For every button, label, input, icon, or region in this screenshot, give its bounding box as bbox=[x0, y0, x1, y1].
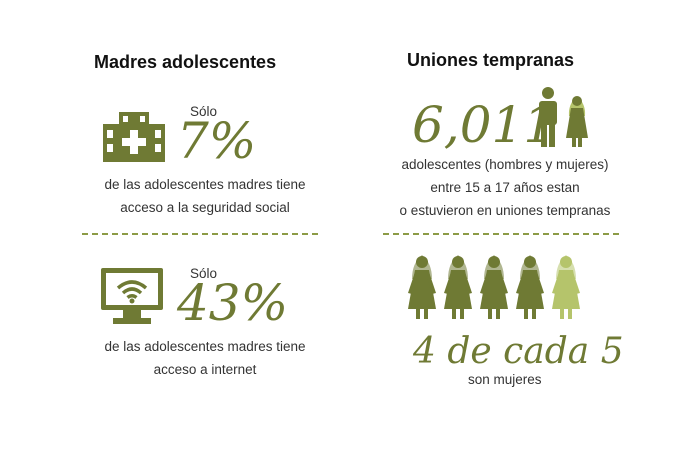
unions-value: 6,011 bbox=[412, 96, 556, 154]
stat2-line2: acceso a internet bbox=[153, 362, 257, 377]
woman-icon bbox=[480, 255, 508, 319]
woman-icon bbox=[552, 255, 580, 319]
stat2-line1: de las adolescentes madres tiene bbox=[104, 339, 306, 354]
right-heading: Uniones tempranas bbox=[407, 50, 575, 70]
stat1-line2: acceso a la seguridad social bbox=[120, 200, 290, 215]
woman-icon bbox=[444, 255, 472, 319]
left-heading: Madres adolescentes bbox=[94, 52, 277, 72]
stat2-description: de las adolescentes madres tiene acceso … bbox=[75, 335, 335, 381]
left-divider bbox=[82, 233, 318, 235]
women-caption: son mujeres bbox=[468, 372, 542, 387]
hospital-icon bbox=[103, 110, 165, 162]
unions-line3: o estuvieron en uniones tempranas bbox=[399, 203, 611, 218]
women-icons bbox=[406, 253, 590, 321]
stat1-line1: de las adolescentes madres tiene bbox=[104, 177, 306, 192]
stat1-value: 7% bbox=[177, 112, 257, 170]
woman-icon bbox=[408, 255, 436, 319]
wifi-monitor-icon bbox=[101, 268, 163, 326]
woman-icon bbox=[516, 255, 544, 319]
women-icons-svg bbox=[408, 255, 580, 319]
stat2-value: 43% bbox=[177, 274, 289, 332]
stat1-prefix: Sólo bbox=[190, 104, 218, 119]
stat2-prefix: Sólo bbox=[190, 266, 218, 281]
right-divider bbox=[383, 233, 619, 235]
couple-icon bbox=[536, 86, 592, 148]
unions-line1: adolescentes (hombres y mujeres) bbox=[401, 157, 609, 172]
women-ratio: 4 de cada 5 bbox=[413, 331, 624, 372]
unions-line2: entre 15 a 17 años estan bbox=[430, 180, 580, 195]
unions-description: adolescentes (hombres y mujeres) entre 1… bbox=[375, 153, 635, 222]
stat1-description: de las adolescentes madres tiene acceso … bbox=[75, 173, 335, 219]
